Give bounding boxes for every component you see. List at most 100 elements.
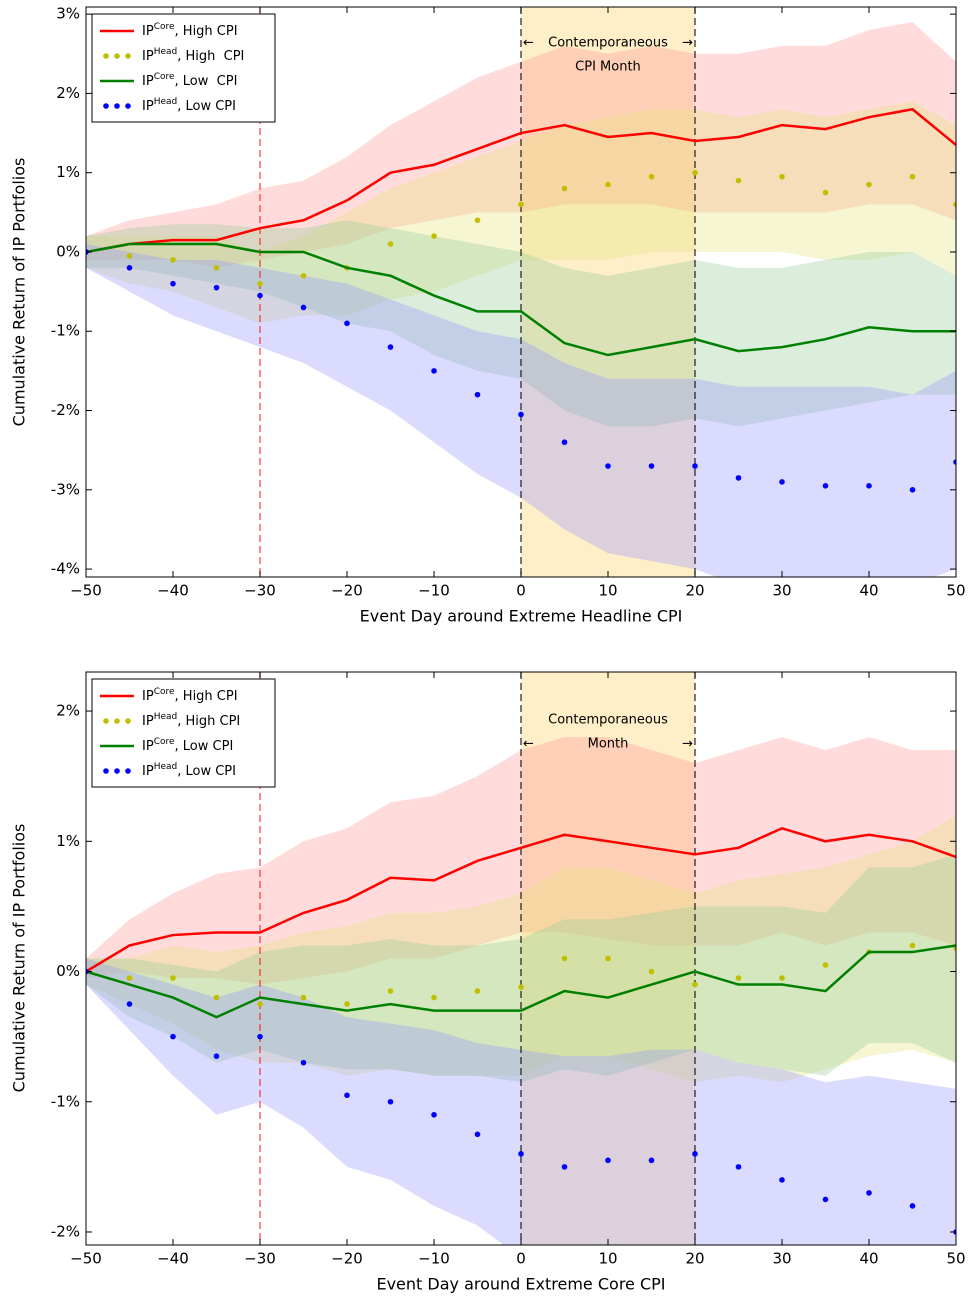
series-dot: [692, 463, 698, 469]
series-dot: [474, 988, 481, 994]
series-dot: [866, 1190, 872, 1196]
y-tick-label: -4%: [51, 560, 80, 578]
legend-label: IPCore, High CPI: [142, 687, 238, 704]
legend-swatch: [114, 103, 120, 109]
series-dot: [648, 1157, 655, 1164]
confidence-band: [86, 244, 956, 577]
y-tick-label: -1%: [51, 322, 80, 340]
legend-label-base: IP: [142, 764, 154, 779]
series-dot: [126, 253, 133, 259]
x-tick-label: −30: [244, 582, 276, 600]
series-dot: [561, 1164, 568, 1170]
y-axis-label: Cumulative Return of IP Portfolios: [10, 824, 29, 1093]
series-dot: [561, 955, 568, 962]
series-dot: [170, 1033, 176, 1040]
legend-label-sup: Head: [154, 712, 178, 722]
legend-label: IPCore, High CPI: [142, 22, 238, 39]
annotation-text: ←: [523, 36, 534, 51]
series-dot: [213, 265, 220, 271]
x-tick-label: −40: [157, 1250, 189, 1268]
legend-label-rest: , High CPI: [177, 714, 240, 729]
series-dot: [909, 173, 916, 180]
x-tick-label: 50: [946, 582, 965, 600]
series-dot: [387, 344, 394, 350]
legend-label-base: IP: [142, 739, 154, 754]
series-dot: [692, 169, 698, 176]
series-dot: [518, 201, 524, 208]
series-dot: [605, 1157, 611, 1164]
series-dot: [735, 475, 742, 481]
annotation-text: Month: [588, 737, 629, 752]
series-dot: [909, 942, 916, 949]
legend-swatch: [103, 103, 109, 109]
x-axis-label: Event Day around Extreme Headline CPI: [360, 607, 683, 626]
legend-label-base: IP: [142, 99, 154, 114]
y-tick-label: -3%: [51, 480, 80, 498]
annotation-text: →: [682, 737, 693, 752]
series-dot: [126, 1001, 133, 1007]
series-line: [86, 944, 956, 1019]
series-dot: [692, 981, 698, 988]
series-dot: [605, 463, 611, 469]
series-line: [86, 242, 956, 357]
series-dot: [518, 411, 524, 418]
x-tick-label: 0: [516, 1250, 526, 1268]
series-dot: [561, 439, 568, 446]
x-tick-label: −10: [418, 582, 450, 600]
series-dot: [648, 173, 655, 180]
series-dot: [648, 463, 655, 469]
x-tick-label: −50: [70, 582, 102, 600]
series-dot: [431, 994, 437, 1001]
series-dot: [170, 975, 176, 981]
x-tick-label: −40: [157, 582, 189, 600]
plot-area: [86, 672, 956, 1245]
legend-swatch: [125, 103, 131, 109]
legend-label-sup: Head: [154, 47, 178, 57]
series-dot: [474, 391, 481, 398]
series-dot: [909, 1203, 916, 1209]
series-dot: [822, 962, 829, 968]
x-tick-label: 20: [685, 1250, 704, 1268]
x-tick-label: −10: [418, 1250, 450, 1268]
confidence-band: [86, 101, 956, 324]
series-dot: [344, 1001, 350, 1007]
legend-label-rest: , High CPI: [177, 49, 244, 64]
legend-swatch: [114, 718, 120, 724]
legend-label: IPCore, Low CPI: [142, 737, 233, 754]
series-dot: [692, 1151, 698, 1157]
y-tick-label: 1%: [56, 163, 80, 181]
legend-label-base: IP: [142, 689, 154, 704]
x-tick-label: 10: [598, 582, 617, 600]
legend-label: IPHead, Low CPI: [142, 762, 236, 779]
y-tick-label: -2%: [51, 1222, 80, 1240]
legend-label-rest: , Low CPI: [177, 764, 236, 779]
series-dot: [300, 1059, 307, 1066]
y-tick-label: 0%: [56, 242, 80, 260]
x-tick-label: 30: [772, 1250, 791, 1268]
series-dot: [605, 955, 611, 962]
y-tick-label: 2%: [56, 702, 80, 720]
series-dot: [822, 1196, 829, 1203]
x-tick-label: −20: [331, 582, 363, 600]
series-dot: [735, 177, 742, 184]
series-dot: [170, 280, 176, 287]
series-dot: [561, 185, 568, 192]
series-dot: [431, 368, 437, 374]
y-tick-label: 2%: [56, 84, 80, 102]
series-dot: [300, 994, 307, 1001]
annotation-text: →: [682, 36, 693, 51]
series-dot: [866, 483, 872, 489]
series-dot: [518, 1151, 524, 1157]
series-dot: [431, 1111, 437, 1118]
panel: Contemporaneous ← Month → −50 −40 −30 −20 −10 0 10…: [10, 671, 966, 1294]
series-dot: [474, 1131, 481, 1138]
x-tick-label: 0: [516, 582, 526, 600]
series-dot: [953, 459, 956, 465]
y-tick-label: 3%: [56, 5, 80, 23]
series-line: [86, 826, 956, 973]
x-tick-label: 40: [859, 582, 878, 600]
legend-label-rest: , Low CPI: [177, 99, 236, 114]
plot-area: [86, 7, 956, 577]
series-dot: [779, 479, 785, 485]
